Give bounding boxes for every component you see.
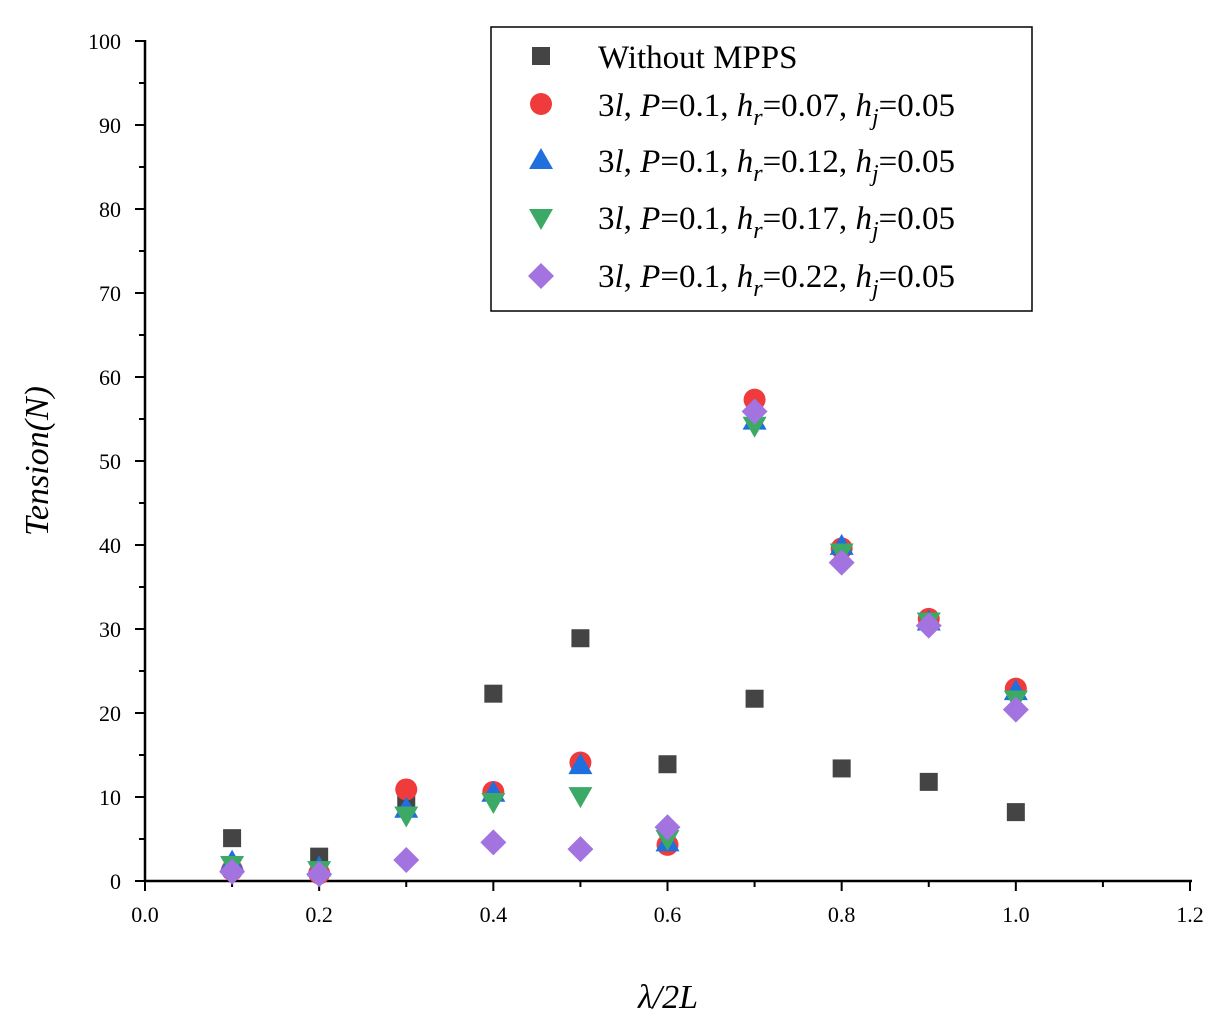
y-tick-label: 20 <box>99 701 121 726</box>
data-point <box>394 806 419 828</box>
data-point <box>742 416 767 438</box>
data-point <box>219 858 246 885</box>
y-tick-label: 50 <box>99 449 121 474</box>
y-tick-label: 0 <box>110 869 121 894</box>
legend-marker-shape <box>530 93 552 115</box>
data-point <box>481 793 506 815</box>
data-point <box>919 772 938 791</box>
data-point <box>484 684 503 703</box>
data-point <box>745 689 764 708</box>
data-point <box>567 836 594 863</box>
ticks <box>135 40 1191 891</box>
legend-label-0: Without MPPS <box>598 40 797 76</box>
y-axis-title: Tension(N) <box>19 386 56 536</box>
legend-entry-4: 3l, P=0.1, hr=0.22, hj=0.05 <box>528 259 955 302</box>
y-tick-label: 10 <box>99 785 121 810</box>
legend-marker-triangle-up-icon <box>529 148 553 169</box>
data-point <box>306 861 333 888</box>
data-point <box>915 612 942 639</box>
series-2 <box>220 408 1028 877</box>
data-point <box>1006 803 1025 822</box>
x-tick-label: 1.0 <box>1002 902 1030 927</box>
y-tick-label: 40 <box>99 533 121 558</box>
data-point <box>393 847 420 873</box>
legend-entry-0: Without MPPS <box>532 40 797 76</box>
series-3 <box>220 416 1028 883</box>
legend-entry-1: 3l, P=0.1, hr=0.07, hj=0.05 <box>530 88 955 131</box>
data-point <box>568 787 593 809</box>
legend-entry-3: 3l, P=0.1, hr=0.17, hj=0.05 <box>529 201 955 244</box>
tick-labels: 0.0 0.2 0.4 0.6 0.8 1.0 1.2 0 10 20 30 40 50 60 70 80 90… <box>88 29 1204 927</box>
legend-entry-2: 3l, P=0.1, hr=0.12, hj=0.05 <box>529 144 955 187</box>
y-tick-label: 80 <box>99 197 121 222</box>
data-point <box>741 398 768 425</box>
series-0 <box>223 629 1025 866</box>
legend-marker-shape <box>532 47 550 65</box>
legend-label-4: 3l, P=0.1, hr=0.22, hj=0.05 <box>598 259 955 302</box>
y-tick-label: 70 <box>99 281 121 306</box>
y-tick-label: 60 <box>99 365 121 390</box>
data-points <box>219 388 1029 888</box>
data-point <box>828 549 855 576</box>
data-point <box>480 829 507 856</box>
x-tick-label: 0.0 <box>131 902 159 927</box>
data-point <box>568 753 593 775</box>
data-point <box>395 778 418 801</box>
legend-marker-shape <box>529 148 553 169</box>
legend-marker-diamond-icon <box>528 263 554 289</box>
y-tick-label: 30 <box>99 617 121 642</box>
legend-marker-circle-icon <box>530 93 552 115</box>
legend-label-1: 3l, P=0.1, hr=0.07, hj=0.05 <box>598 88 955 131</box>
legend-label-3: 3l, P=0.1, hr=0.17, hj=0.05 <box>598 201 955 244</box>
legend-marker-shape <box>528 263 554 289</box>
data-point <box>658 755 677 774</box>
data-point <box>1002 696 1029 723</box>
x-tick-label: 0.2 <box>305 902 333 927</box>
data-point <box>654 814 681 841</box>
legend-marker-shape <box>529 209 553 230</box>
legend-marker-square-icon <box>532 47 550 65</box>
legend-label-2: 3l, P=0.1, hr=0.12, hj=0.05 <box>598 144 955 187</box>
data-point <box>571 629 590 648</box>
data-point <box>223 829 242 848</box>
legend: Without MPPS 3l, P=0.1, hr=0.07, hj=0.05… <box>490 26 1033 312</box>
x-tick-label: 1.2 <box>1176 902 1204 927</box>
series-4 <box>219 398 1029 888</box>
y-tick-label: 90 <box>99 113 121 138</box>
x-tick-label: 0.4 <box>480 902 508 927</box>
series-1 <box>221 388 1027 885</box>
x-tick-label: 0.6 <box>654 902 682 927</box>
x-tick-label: 0.8 <box>828 902 856 927</box>
y-tick-label: 100 <box>88 29 121 54</box>
data-point <box>655 830 680 851</box>
legend-marker-triangle-down-icon <box>529 209 553 230</box>
data-point <box>832 759 851 778</box>
legend-box <box>490 26 1033 312</box>
x-axis-title: λ/2L <box>637 979 698 1016</box>
